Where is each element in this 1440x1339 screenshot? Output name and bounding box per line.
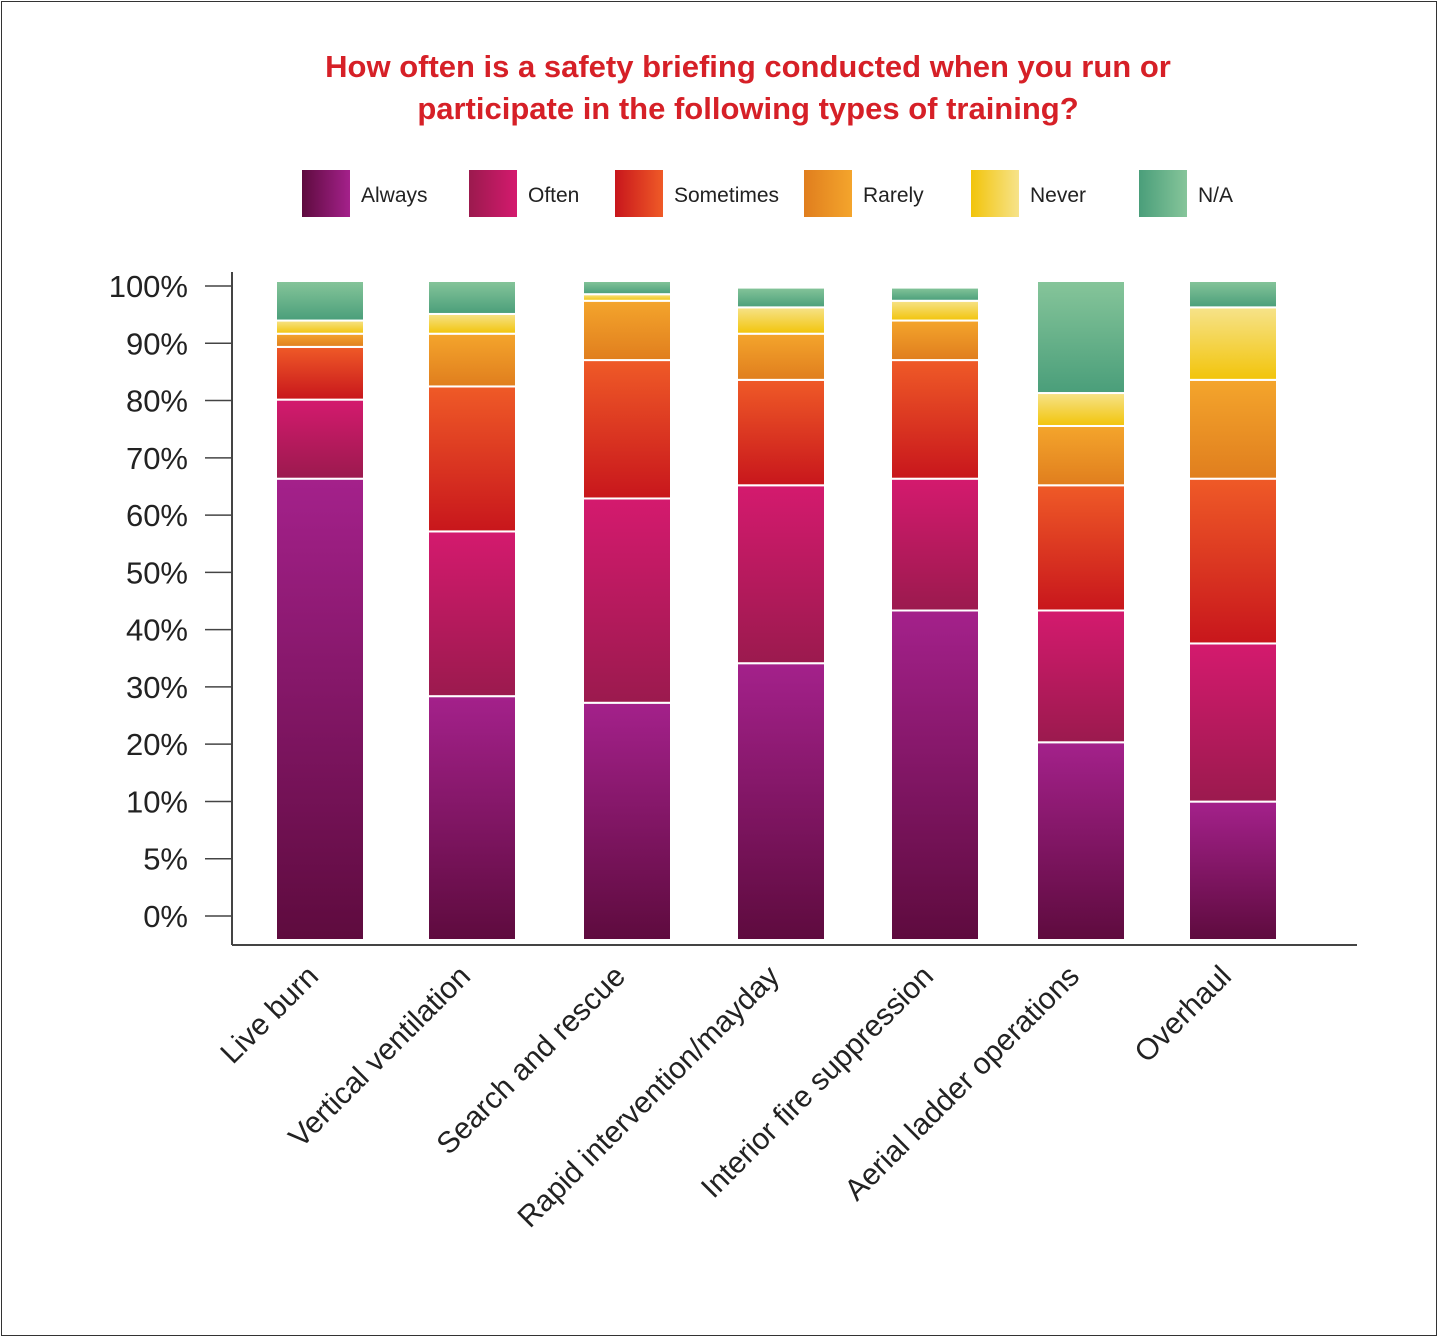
legend-label-sometimes: Sometimes	[674, 184, 779, 207]
bar-segment-n-a	[427, 280, 517, 315]
bar-segment-often	[890, 477, 980, 612]
chart-title-line-2: participate in the following types of tr…	[417, 91, 1079, 126]
x-tick-label: Overhaul	[1129, 960, 1238, 1069]
x-tick-label: Live burn	[214, 960, 325, 1071]
y-tick-label: 100%	[109, 269, 188, 304]
bar-segment-n-a	[736, 286, 826, 309]
bar-segment-rarely	[582, 299, 672, 362]
bar-segment-rarely	[736, 332, 826, 381]
y-tick-label: 20%	[126, 727, 188, 762]
bar-segment-always	[736, 662, 826, 941]
bar-segment-always	[1188, 800, 1278, 941]
bar-rapid-intervention-mayday	[736, 286, 826, 941]
y-tick-label: 50%	[126, 555, 188, 590]
bar-segment-n-a	[275, 280, 365, 322]
bar-segment-always	[427, 695, 517, 941]
bar-segment-never	[1036, 392, 1126, 427]
legend-swatch-often	[469, 170, 517, 217]
legend-swatch-never	[971, 170, 1019, 217]
bar-segment-never	[1188, 306, 1278, 381]
bar-segment-n-a	[890, 286, 980, 302]
bar-segment-sometimes	[1188, 477, 1278, 645]
bar-segment-never	[736, 306, 826, 335]
legend-swatch-n-a	[1139, 170, 1187, 217]
bar-segment-often	[275, 398, 365, 480]
legend-swatch-sometimes	[615, 170, 663, 217]
bar-segment-never	[890, 299, 980, 322]
bar-overhaul	[1188, 280, 1278, 941]
x-tick-label: Aerial ladder operations	[839, 960, 1086, 1207]
legend-label-rarely: Rarely	[863, 184, 924, 207]
bar-segment-sometimes	[890, 359, 980, 480]
bar-segment-sometimes	[275, 345, 365, 401]
bar-segment-rarely	[1036, 424, 1126, 487]
bar-vertical-ventilation	[427, 280, 517, 941]
bar-segment-n-a	[1188, 280, 1278, 309]
y-tick-label: 0%	[143, 899, 188, 934]
bar-search-and-rescue	[582, 280, 672, 942]
bar-segment-always	[890, 609, 980, 941]
legend-label-often: Often	[528, 184, 579, 207]
bars	[275, 280, 1278, 942]
y-tick-label: 40%	[126, 613, 188, 648]
bar-segment-rarely	[427, 332, 517, 388]
bar-segment-rarely	[1188, 378, 1278, 480]
y-tick-label: 5%	[143, 842, 188, 877]
legend: Always Often Sometimes Rarely Never N/A	[302, 170, 1233, 217]
bar-segment-often	[736, 484, 826, 665]
chart-title: How often is a safety briefing conducted…	[0, 46, 1440, 130]
bar-live-burn	[275, 280, 365, 941]
bar-segment-sometimes	[427, 385, 517, 533]
bar-segment-rarely	[890, 319, 980, 362]
bar-segment-always	[582, 701, 672, 942]
y-tick-label: 70%	[126, 441, 188, 476]
bar-segment-sometimes	[736, 378, 826, 487]
bar-segment-rarely	[275, 332, 365, 348]
bar-segment-never	[275, 319, 365, 335]
legend-label-never: Never	[1030, 184, 1086, 207]
bar-segment-n-a	[1036, 280, 1126, 395]
bar-segment-sometimes	[1036, 484, 1126, 612]
bar-segment-sometimes	[582, 359, 672, 500]
y-tick-label: 30%	[126, 670, 188, 705]
bar-segment-often	[1036, 609, 1126, 744]
bar-segment-often	[582, 497, 672, 704]
x-tick-label: Rapid intervention/mayday	[511, 960, 786, 1235]
y-tick-label: 80%	[126, 384, 188, 419]
bar-segment-always	[1036, 741, 1126, 941]
bar-segment-often	[427, 530, 517, 698]
bar-segment-n-a	[582, 280, 672, 296]
bar-segment-never	[427, 312, 517, 335]
legend-swatch-rarely	[804, 170, 852, 217]
bar-interior-fire-suppression	[890, 286, 980, 941]
bar-segment-always	[275, 477, 365, 941]
chart-title-line-1: How often is a safety briefing conducted…	[325, 49, 1171, 84]
y-axis: 0% 5% 10% 20% 30% 40% 50% 60% 70% 80% 90% 100%	[109, 269, 233, 945]
y-tick-label: 60%	[126, 498, 188, 533]
y-tick-label: 10%	[126, 784, 188, 819]
legend-label-n-a: N/A	[1198, 184, 1233, 207]
y-tick-label: 90%	[126, 326, 188, 361]
legend-label-always: Always	[361, 184, 428, 207]
bar-segment-often	[1188, 642, 1278, 803]
bar-aerial-ladder-operations	[1036, 280, 1126, 941]
legend-swatch-always	[302, 170, 350, 217]
